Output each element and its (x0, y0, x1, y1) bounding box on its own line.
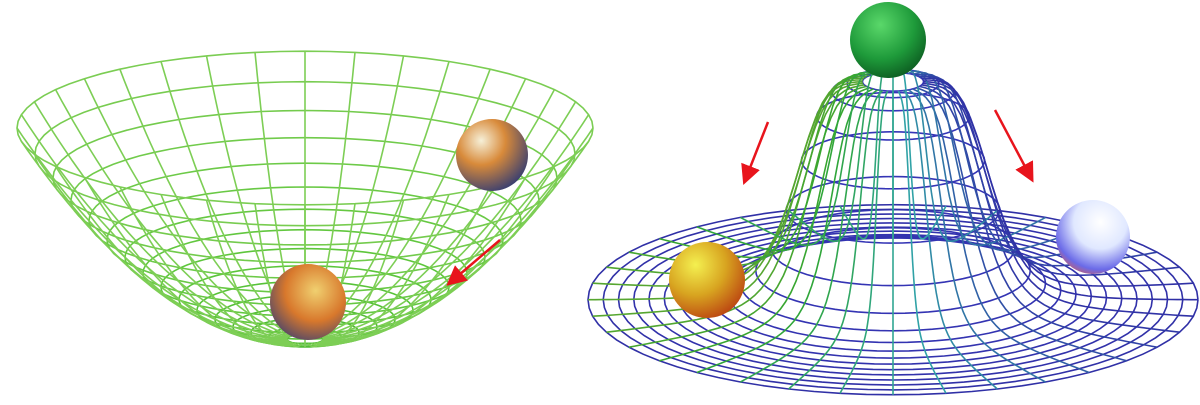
ball (456, 119, 528, 191)
mesh-line (907, 70, 1046, 247)
mesh-line (912, 88, 1090, 374)
mesh-line (20, 114, 288, 340)
mesh-line (318, 176, 527, 344)
mesh-line (83, 176, 292, 344)
balls (270, 2, 1130, 340)
mesh-line (20, 140, 288, 341)
mesh-line (788, 69, 884, 242)
mesh-line (321, 153, 577, 342)
mesh-line (83, 78, 292, 337)
arrow (993, 109, 1034, 183)
mesh-line (740, 89, 879, 383)
mesh-line (921, 77, 1180, 277)
mesh-line (902, 69, 998, 242)
mesh-line (606, 84, 865, 333)
mesh-line (628, 75, 867, 267)
mesh-line (907, 89, 1046, 383)
mesh-line (788, 90, 884, 390)
arrows (446, 109, 1034, 286)
meshes (16, 50, 1199, 396)
ball (850, 2, 926, 78)
mesh-line (923, 79, 1194, 287)
mesh-line (320, 165, 556, 343)
arrow (446, 239, 501, 286)
mesh-line (916, 87, 1127, 362)
mesh-line (696, 71, 874, 252)
arrow (741, 121, 770, 185)
mesh-line (54, 165, 290, 343)
mesh-line (921, 84, 1180, 333)
mesh-line (902, 90, 998, 390)
mesh-line (659, 87, 870, 362)
mesh-line (54, 89, 290, 338)
ball (669, 242, 745, 318)
mesh-line (33, 101, 289, 339)
mesh-line (740, 70, 879, 247)
mesh-line (16, 127, 288, 340)
mesh-line (839, 68, 889, 240)
ball (270, 264, 346, 340)
mesh-line (897, 90, 947, 394)
mesh-line (119, 68, 294, 337)
mesh-line (33, 153, 289, 342)
mesh-line (696, 88, 874, 374)
mesh-line (839, 90, 889, 394)
mesh-line (897, 68, 947, 240)
ball (1056, 200, 1130, 274)
mesh-line (922, 82, 1194, 317)
mesh-line (322, 140, 590, 341)
mesh-line (310, 199, 405, 347)
